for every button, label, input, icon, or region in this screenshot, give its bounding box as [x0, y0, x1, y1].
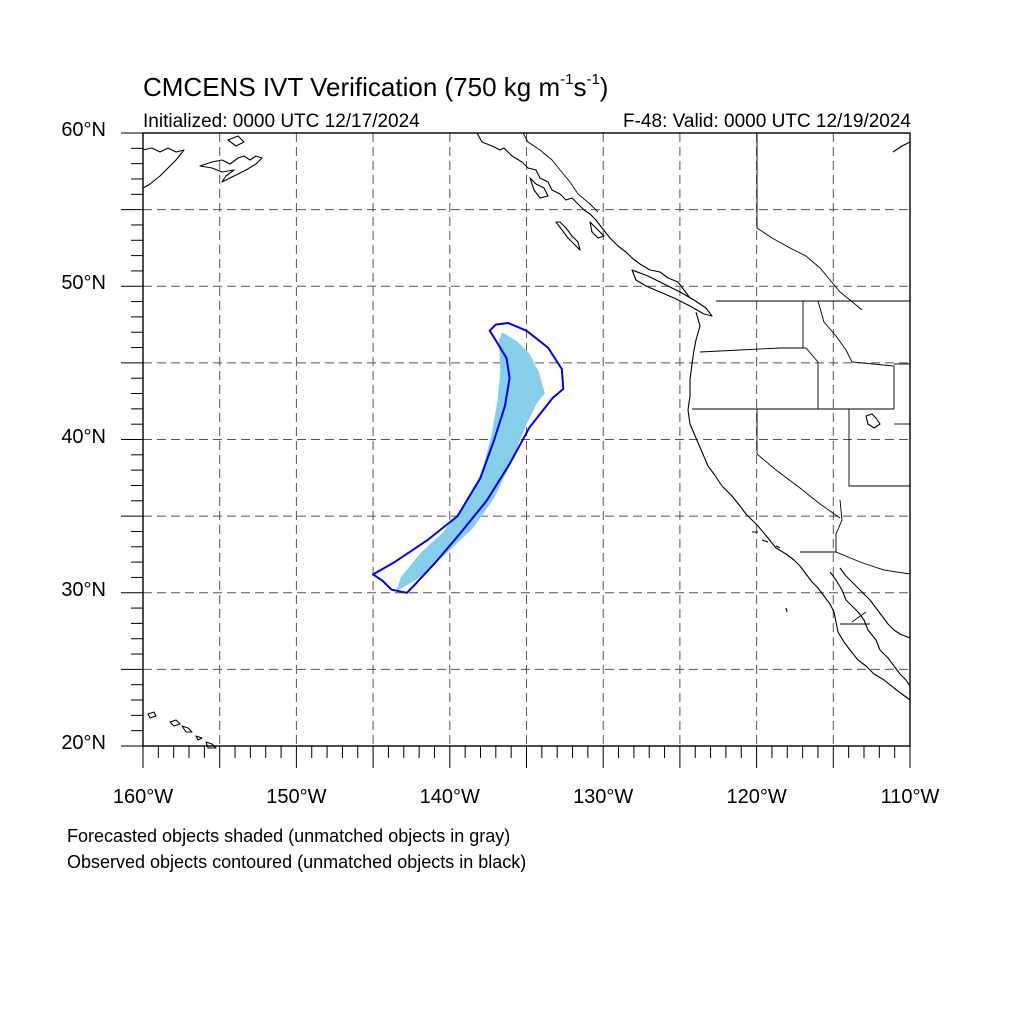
valid-time-label: F-48: Valid: 0000 UTC 12/19/2024	[623, 111, 911, 132]
border-az	[835, 499, 843, 552]
title-mid: s	[573, 72, 587, 102]
border-mex-states	[840, 611, 870, 625]
border-nv-ut	[848, 409, 910, 487]
border-canada-interior	[756, 133, 863, 311]
coastline-gulf-california	[839, 567, 911, 639]
title-main: CMCENS IVT Verification (750 kg m	[143, 72, 561, 102]
initialized-label: Initialized: 0000 UTC 12/17/2024	[143, 111, 420, 132]
lon-label: 110°W	[880, 786, 940, 808]
forecast-object-shaded	[396, 332, 545, 592]
border-id-mt	[817, 300, 895, 409]
map-title: CMCENS IVT Verification (750 kg m-1s-1)	[143, 72, 608, 103]
lon-label: 130°W	[573, 786, 634, 808]
border-ca-nv	[756, 409, 841, 519]
coastline-baja	[829, 571, 911, 687]
title-exponent-1: -1	[560, 71, 574, 89]
legend-observed: Observed objects contoured (unmatched ob…	[67, 852, 527, 872]
coastline-vancouver-island	[631, 269, 713, 317]
coastline-islands-bc	[529, 177, 605, 251]
lon-label: 140°W	[419, 786, 480, 808]
coastline-channel-islands	[752, 531, 788, 613]
border-alaska-canada	[522, 132, 599, 213]
verification-objects	[372, 322, 565, 594]
axis-ticks	[121, 132, 911, 768]
legend-forecast: Forecasted objects shaded (unmatched obj…	[67, 826, 511, 846]
lon-label: 120°W	[726, 786, 787, 808]
coastlines	[142, 132, 911, 749]
title-exponent-2: -1	[586, 71, 600, 89]
lat-label: 30°N	[61, 578, 106, 601]
lat-lon-grid	[143, 133, 910, 746]
coastline-hawaii	[147, 711, 217, 749]
title-end: )	[599, 72, 609, 102]
coastline-alaska-canada	[476, 132, 691, 299]
lon-label: 150°W	[266, 786, 327, 808]
lat-label: 60°N	[61, 119, 106, 141]
lat-label: 20°N	[61, 732, 106, 754]
lat-label: 50°N	[61, 272, 106, 295]
border-wa-or	[699, 347, 819, 409]
coastline-alaska-peninsula	[142, 135, 263, 189]
lon-label: 160°W	[112, 786, 174, 808]
border-us-mexico	[800, 551, 911, 575]
lat-label: 40°N	[61, 425, 106, 448]
map-frame	[142, 132, 911, 747]
great-salt-lake	[865, 413, 881, 429]
observed-object-contour	[372, 322, 565, 594]
coastline-us-west	[687, 311, 911, 701]
coastline-canada-east	[892, 141, 911, 153]
political-borders	[522, 132, 911, 625]
